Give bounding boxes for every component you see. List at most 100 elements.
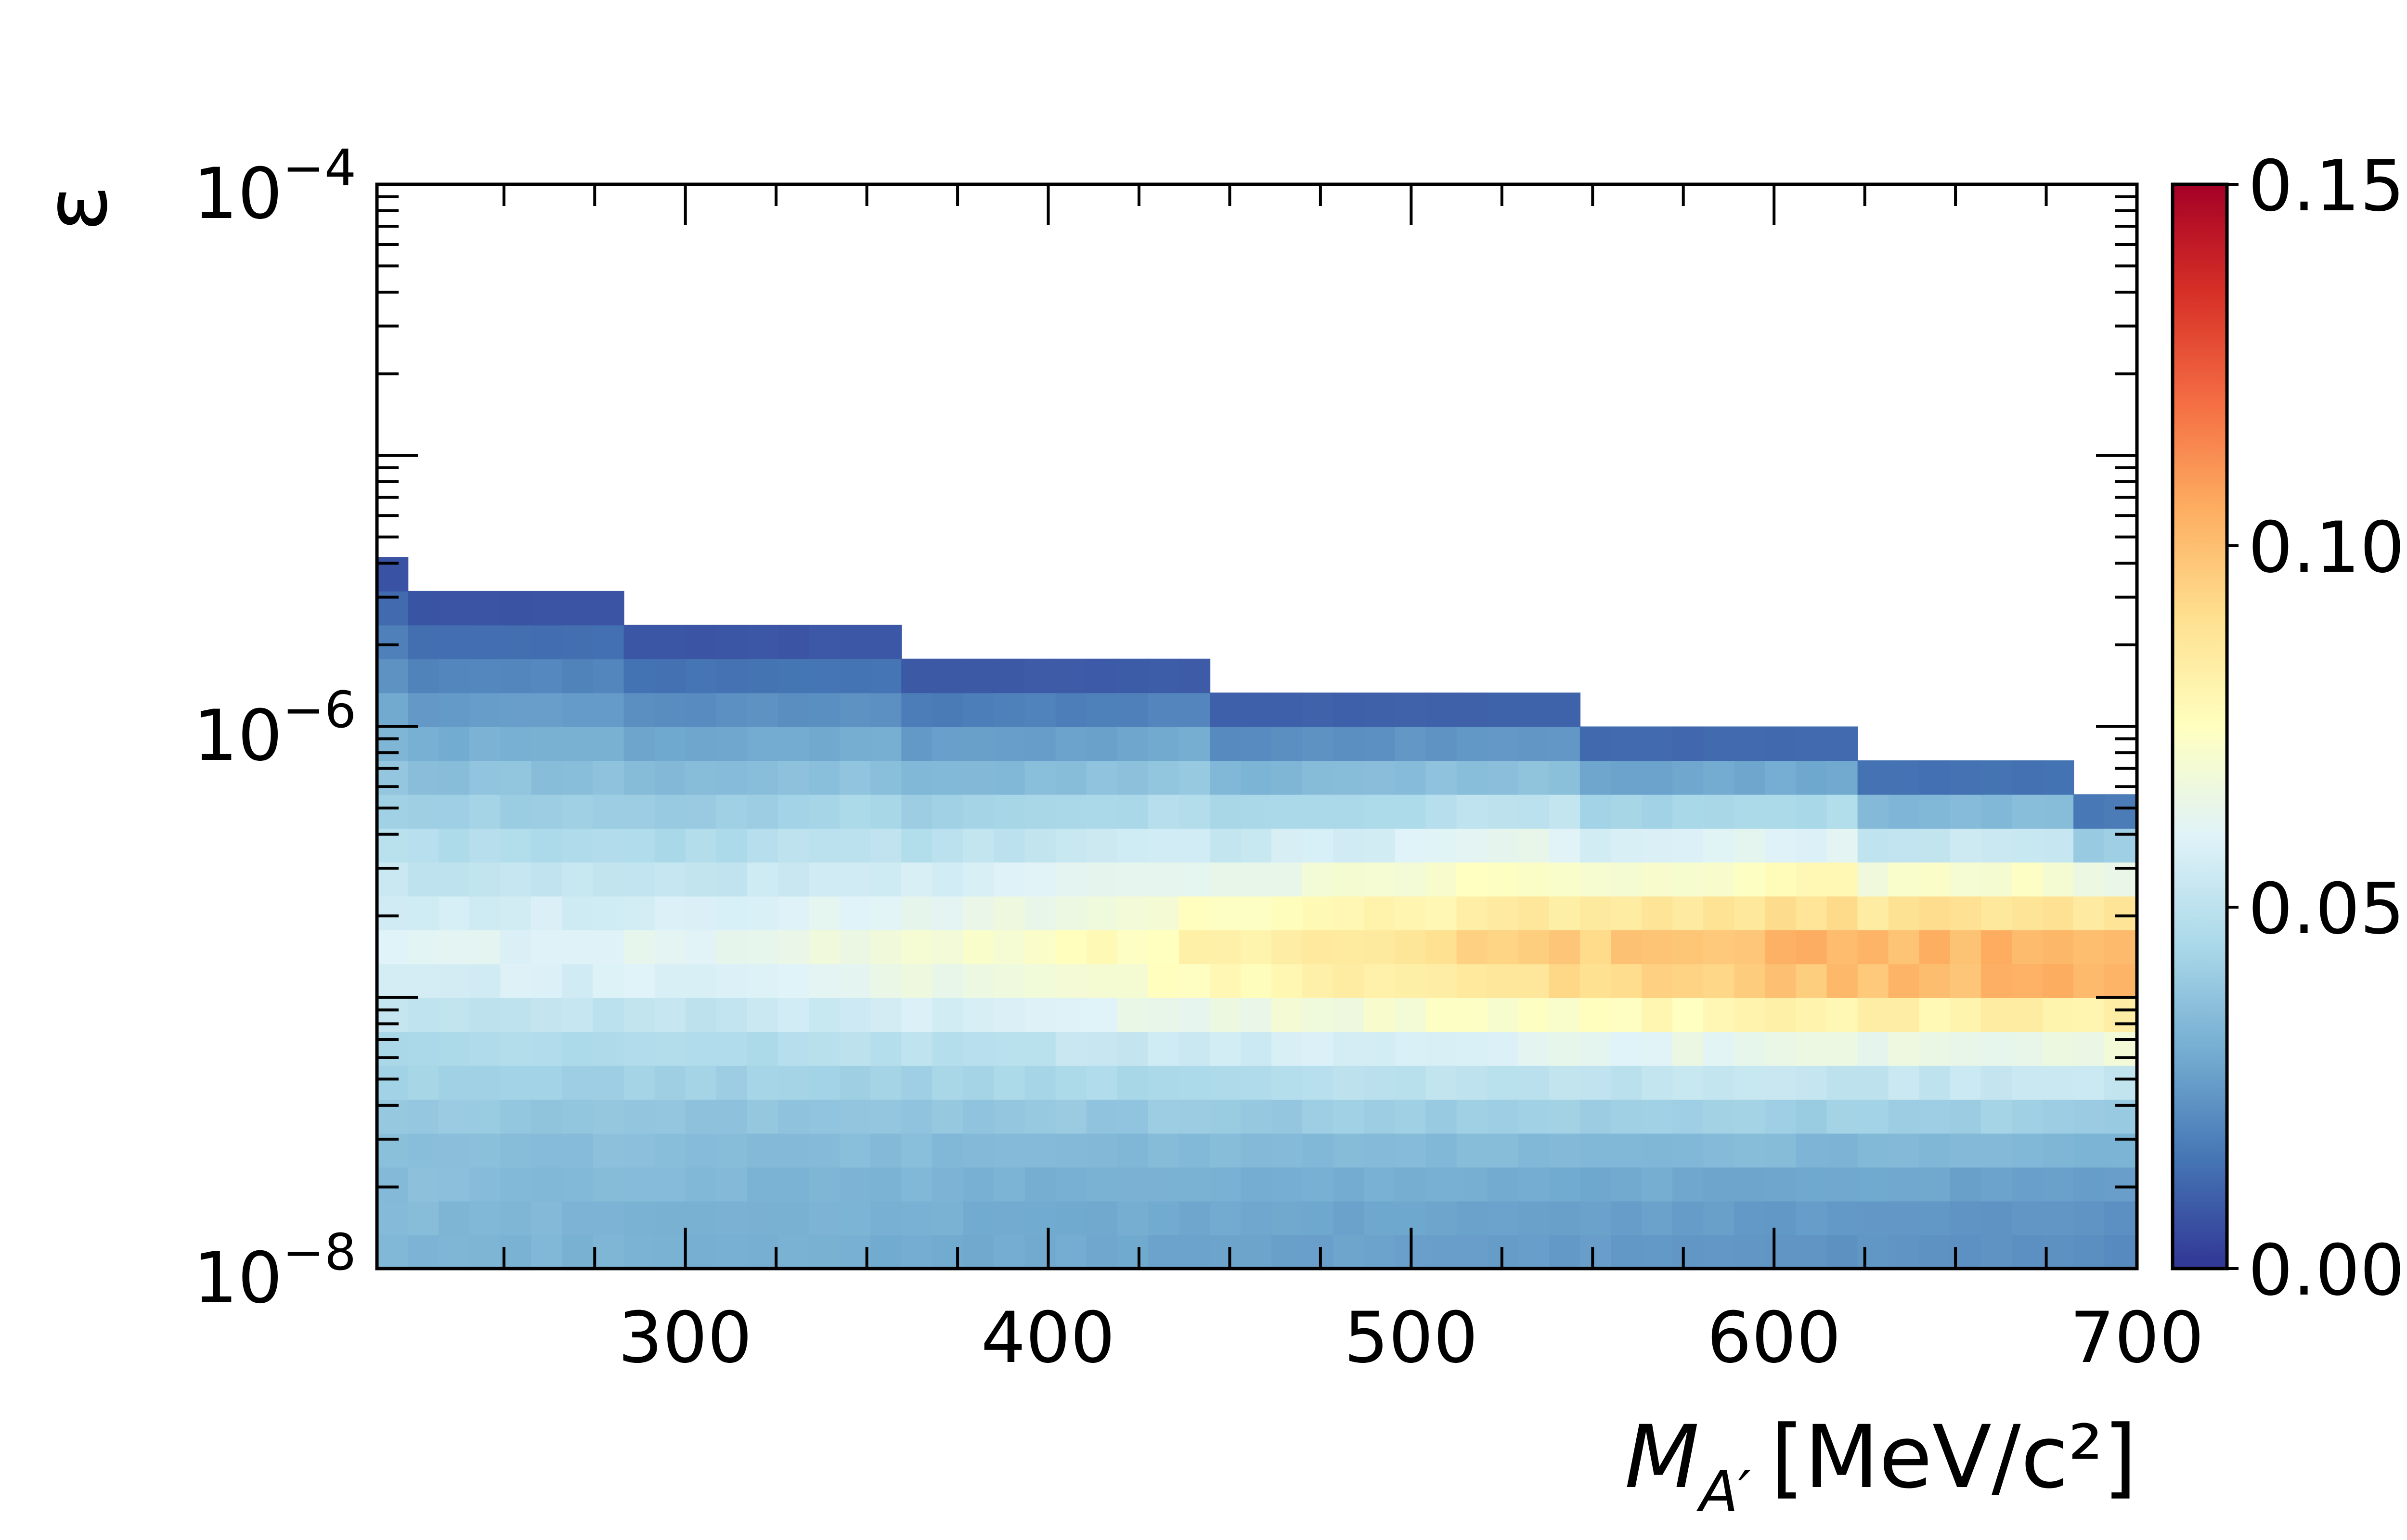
heatmap-cell [562,862,594,897]
heatmap-cell [1271,963,1303,998]
heatmap-cell [1980,760,2013,795]
heatmap-cell [1487,862,1519,897]
heatmap-cell [994,693,1025,727]
heatmap-cell [1148,963,1180,998]
heatmap-cell [778,1201,810,1235]
heatmap-cell [716,1133,748,1168]
heatmap-cell [1302,862,1334,897]
heatmap-cell [685,997,717,1032]
heatmap-cell [562,658,594,693]
heatmap-cell [840,929,871,964]
heatmap-cell [963,794,995,829]
heatmap-cell [1611,760,1643,795]
heatmap-cell [623,963,655,998]
heatmap-cell [469,1167,501,1202]
heatmap-cell [685,1201,717,1235]
heatmap-cell [1178,693,1211,727]
heatmap-cell [778,997,810,1032]
heatmap-cell [963,828,995,863]
heatmap-cell [870,658,902,693]
heatmap-cell [685,862,717,897]
heatmap-cell [716,1201,748,1235]
heatmap-cell [994,1234,1025,1270]
heatmap-cell [1456,1099,1488,1134]
heatmap-cell [1364,760,1396,795]
heatmap-cell [2104,1065,2136,1100]
heatmap-cell [2073,896,2105,931]
heatmap-cell [1148,828,1180,863]
heatmap-cell [1333,1099,1365,1134]
heatmap-cell [2011,1031,2044,1066]
heatmap-cell [1271,1099,1303,1134]
heatmap-cell [1549,1099,1581,1134]
heatmap-cell [439,929,470,964]
heatmap-cell [1642,726,1673,761]
heatmap-cell [1024,1234,1056,1270]
heatmap-cell [1549,862,1581,897]
heatmap-cell [1919,828,1951,863]
heatmap-cell [1241,1201,1272,1235]
heatmap-cell [1086,929,1118,964]
heatmap-cell [1765,963,1797,998]
heatmap-cell [531,1201,563,1235]
heatmap-cell [1178,794,1211,829]
x-axis-label: MA′ [MeV/c²] [1625,1407,2137,1525]
heatmap-cell [1734,862,1766,897]
heatmap-cell [623,896,655,931]
heatmap-cell [809,760,841,795]
heatmap-cell [1241,862,1272,897]
heatmap-cell [1117,1201,1149,1235]
heatmap-cell [1518,929,1550,964]
heatmap-cell [562,929,594,964]
heatmap-cell [901,1099,933,1134]
heatmap-cell [1888,1234,1920,1270]
heatmap-cell [408,1201,440,1235]
heatmap-cell [623,693,655,727]
heatmap-cell [377,726,409,761]
heatmap-cell [1765,1167,1797,1202]
heatmap-cell [469,625,501,659]
heatmap-cell [1672,963,1704,998]
heatmap-cell [1765,1234,1797,1270]
heatmap-cell [1456,726,1488,761]
heatmap-cell [1734,963,1766,998]
heatmap-cell [685,794,717,829]
heatmap-cell [1796,929,1827,964]
heatmap-cell [1117,929,1149,964]
heatmap-cell [1703,1201,1735,1235]
heatmap-cell [623,726,655,761]
heatmap-cell [469,1133,501,1168]
heatmap-cell [1024,929,1056,964]
heatmap-cell [593,693,624,727]
heatmap-cell [2043,1099,2074,1134]
heatmap-cell [1579,1031,1612,1066]
heatmap-cell [439,1065,470,1100]
heatmap-cell [1024,1133,1056,1168]
heatmap-cell [1487,963,1519,998]
heatmap-cell [1241,1234,1272,1270]
heatmap-cell [1086,1031,1118,1066]
heatmap-cell [1796,997,1827,1032]
heatmap-cell [1734,1234,1766,1270]
heatmap-cell [1734,760,1766,795]
heatmap-cell [1271,997,1303,1032]
heatmap-cell [1611,1167,1643,1202]
heatmap-cell [1672,828,1704,863]
heatmap-cell [901,1167,933,1202]
heatmap-cell [685,929,717,964]
heatmap-cell [2104,963,2136,998]
heatmap-cell [500,862,532,897]
heatmap-cell [654,828,686,863]
heatmap-cell [500,828,532,863]
heatmap-cell [408,997,440,1032]
heatmap-cell [1518,1065,1550,1100]
heatmap-cell [377,625,409,659]
heatmap-cell [716,726,748,761]
heatmap-cell [1703,1234,1735,1270]
heatmap-cell [2011,1065,2044,1100]
heatmap-cell [1425,760,1457,795]
heatmap-cell [1857,828,1889,863]
heatmap-cell [1518,794,1550,829]
heatmap-cell [1178,1167,1211,1202]
heatmap-cell [593,1167,624,1202]
